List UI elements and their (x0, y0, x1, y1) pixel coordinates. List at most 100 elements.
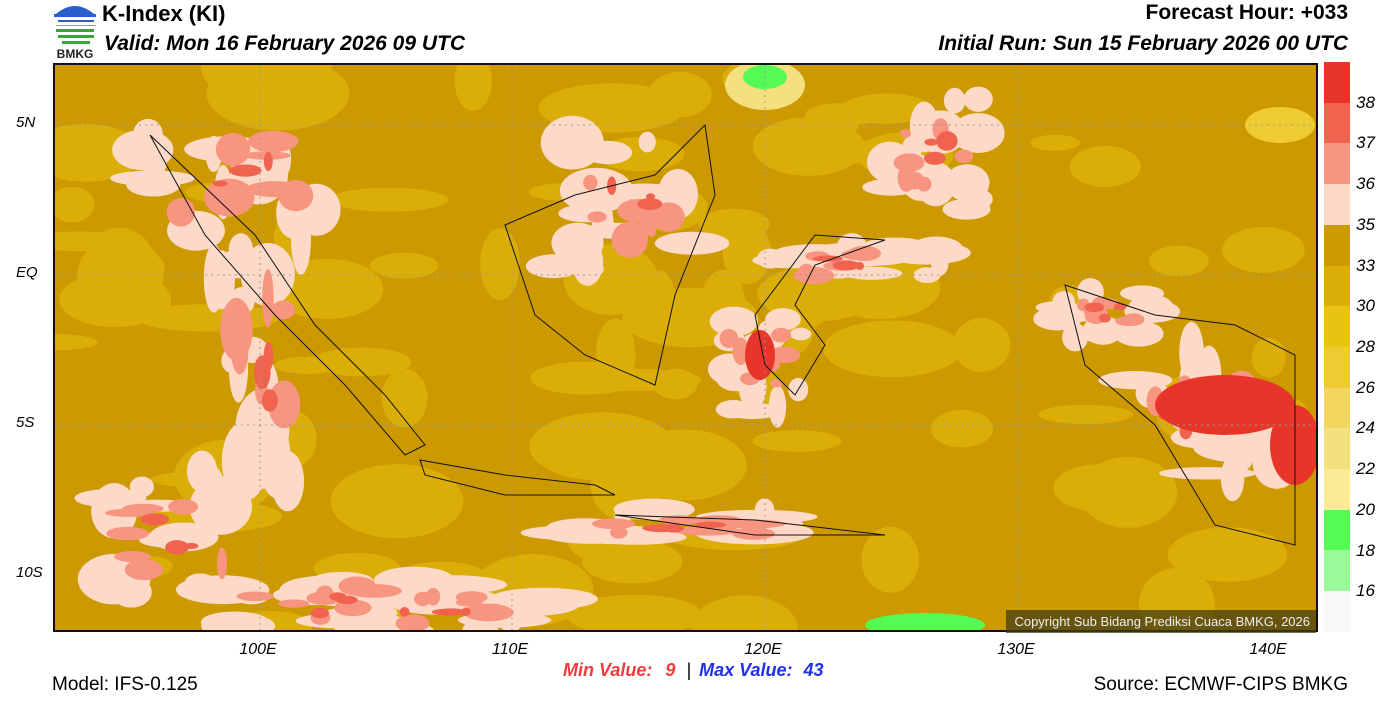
max-label: Max Value: (699, 660, 793, 680)
valid-time: Valid: Mon 16 February 2026 09 UTC (104, 32, 466, 55)
lon-label: 140E (1249, 641, 1287, 658)
field-region (106, 526, 150, 541)
lat-label: 5S (16, 414, 35, 431)
field-region (756, 248, 785, 269)
field-region (55, 186, 95, 223)
field-region (110, 576, 152, 608)
field-region (691, 595, 798, 630)
min-label: Min Value: (563, 660, 653, 680)
field-region (268, 380, 301, 429)
field-region (613, 498, 695, 521)
field-region (183, 542, 199, 549)
field-region (186, 450, 218, 493)
field-region (765, 308, 801, 331)
field-region (698, 208, 770, 239)
field-region (1099, 313, 1111, 323)
lon-label: 130E (997, 641, 1035, 658)
field-region (461, 607, 471, 616)
colorbar-swatch (1324, 143, 1350, 185)
field-region (1095, 320, 1122, 343)
field-region (767, 346, 801, 364)
field-region (930, 409, 994, 448)
field-region (525, 254, 582, 279)
field-region (330, 464, 464, 539)
field-region (129, 476, 154, 498)
field-region (1251, 338, 1286, 378)
field-region (261, 389, 278, 412)
field-region (789, 327, 812, 341)
colorbar-label: 36 (1356, 174, 1375, 194)
field-region (583, 174, 598, 191)
field-region (1123, 313, 1145, 326)
field-region (841, 266, 903, 280)
field-region (637, 198, 663, 210)
field-region (124, 559, 163, 581)
field-region (1062, 323, 1089, 352)
coastline (1064, 284, 1296, 546)
field-region (489, 587, 598, 610)
colorbar-label: 33 (1356, 255, 1375, 275)
field-region (936, 131, 958, 151)
lat-label: EQ (16, 264, 38, 281)
coastline (149, 134, 426, 456)
field-region (480, 228, 520, 300)
lon-label: 120E (744, 641, 782, 658)
bmkg-logo: BMKG (50, 0, 100, 62)
coastline (754, 234, 886, 396)
field-region (148, 522, 219, 552)
colorbar-swatch (1324, 428, 1350, 470)
field-region (1270, 405, 1316, 485)
field-region (215, 132, 251, 166)
field-region (924, 138, 939, 146)
field-region (673, 525, 740, 536)
colorbar-swatch (1324, 62, 1350, 103)
colorbar-swatch (1324, 509, 1350, 551)
field-region (168, 498, 199, 515)
field-region (263, 151, 273, 171)
field-region (1113, 302, 1127, 311)
field-region (141, 143, 168, 178)
colorbar-swatch (1324, 184, 1350, 225)
field-region (166, 197, 196, 227)
field-region (638, 131, 656, 153)
field-region (654, 231, 730, 255)
field-region (245, 181, 303, 198)
field-region (1113, 320, 1164, 347)
field-region (229, 164, 262, 177)
field-region (913, 267, 941, 283)
field-region (865, 613, 985, 630)
colorbar-label: 38 (1356, 92, 1375, 112)
field-region (216, 547, 227, 580)
field-region (540, 115, 604, 170)
field-region (529, 412, 675, 481)
field-region (310, 607, 330, 619)
field-region (725, 402, 781, 420)
lon-label: 100E (239, 641, 277, 658)
coastline (614, 514, 886, 536)
colorbar-swatch (1324, 224, 1350, 266)
field-region (455, 598, 483, 607)
field-region (610, 526, 628, 539)
field-region (329, 187, 449, 212)
field-region (635, 222, 650, 239)
k-index-map (53, 63, 1318, 632)
field-region (454, 65, 492, 111)
colorbar-label: 26 (1356, 377, 1375, 397)
separator: | (686, 660, 692, 680)
field-region (1084, 302, 1105, 313)
field-region (370, 252, 439, 279)
colorbar-label: 16 (1356, 581, 1375, 601)
field-region (220, 297, 253, 362)
field-region (899, 129, 911, 139)
field-region (263, 341, 274, 371)
field-region (732, 527, 776, 540)
model-label: Model: IFS-0.125 (52, 674, 198, 695)
field-region (812, 255, 844, 262)
field-region (200, 65, 332, 105)
colorbar-swatch (1324, 265, 1350, 307)
colorbar-swatch (1324, 346, 1350, 388)
coastline (419, 459, 616, 496)
field-region (1078, 456, 1178, 528)
field-region (165, 540, 189, 555)
field-region (1220, 455, 1245, 502)
